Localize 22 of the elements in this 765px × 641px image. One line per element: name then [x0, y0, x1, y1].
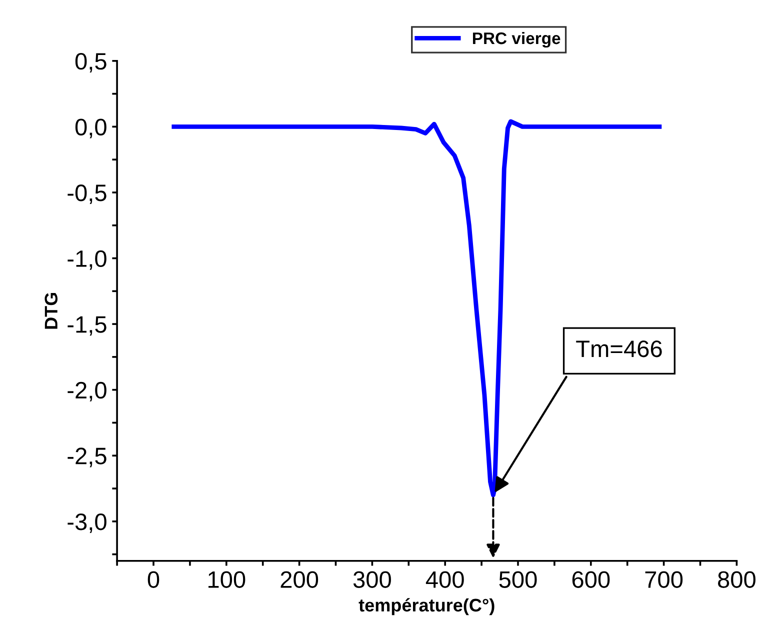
x-tick-label: 500 — [499, 571, 537, 588]
y-tick-label: -2,5 — [68, 448, 106, 468]
x-tick-label: 200 — [280, 571, 318, 588]
y-tick-label: -3,0 — [68, 513, 106, 533]
y-tick-label: -1,0 — [68, 250, 106, 270]
legend-label: PRC vierge — [472, 32, 560, 48]
y-tick-label: -1,5 — [68, 316, 106, 336]
x-tick-label: 100 — [208, 571, 246, 588]
x-axis-title: température(C°) — [358, 598, 494, 616]
annotation: Tm=466 — [576, 340, 662, 358]
x-tick-label: 800 — [718, 571, 756, 588]
y-tick-label: 0,0 — [75, 118, 106, 138]
line-series — [172, 119, 662, 498]
x-tick-label: 400 — [426, 571, 464, 588]
x-tick-label: 700 — [645, 571, 683, 588]
x-tick-label: 300 — [353, 571, 391, 588]
y-tick-label: 0,5 — [75, 52, 106, 72]
y-tick-label: -2,0 — [68, 382, 106, 402]
y-tick-label: -0,5 — [68, 184, 106, 204]
x-tick-label: 0 — [148, 571, 160, 588]
y-axis-title: DTG — [44, 292, 58, 329]
x-tick-label: 600 — [572, 571, 610, 588]
